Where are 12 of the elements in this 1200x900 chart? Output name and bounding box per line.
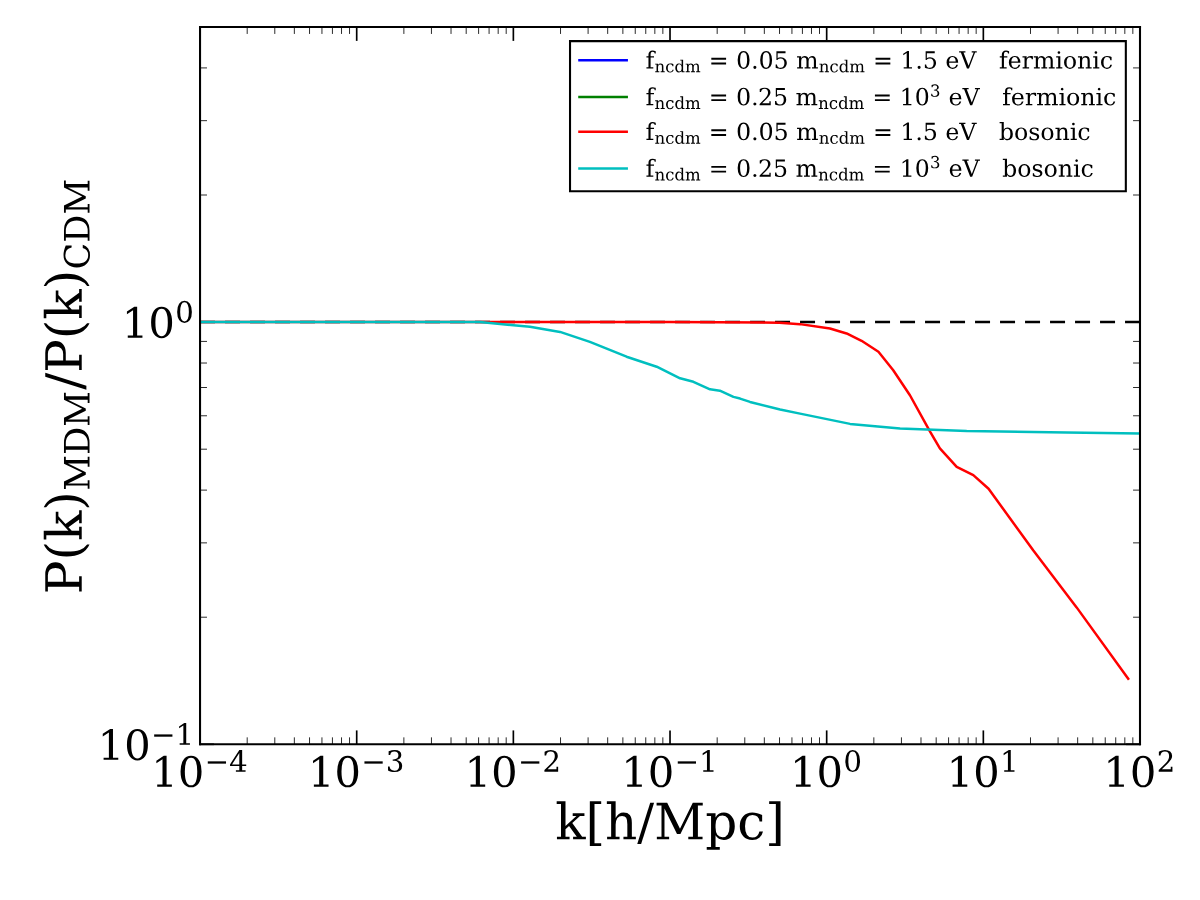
y-axis-title: P(k)$_{MDM}$/P(k)$_{CDM}$ xyxy=(43,180,90,592)
x-tick-label: 10$^{−1}$ xyxy=(626,749,714,788)
legend-label: f$_{ncdm}$ = 0.05 m$_{ncdm}$ = 1.5 eV bosonic xyxy=(646,122,1090,144)
x-tick-label: 10$^{−2}$ xyxy=(469,749,559,788)
x-tick-label: 10$^{1}$ xyxy=(951,749,1015,788)
x-tick-label: 10$^{2}$ xyxy=(1108,749,1173,788)
legend-label: f$_{ncdm}$ = 0.25 m$_{ncdm}$ = 10$^{3}$ eV fermionic xyxy=(646,84,1116,110)
legend-label: f$_{ncdm}$ = 0.05 m$_{ncdm}$ = 1.5 eV fermionic xyxy=(646,50,1112,73)
x-tick-label: 10$^{0}$ xyxy=(795,749,861,788)
legend-label: f$_{ncdm}$ = 0.25 m$_{ncdm}$ = 10$^{3}$ eV bosonic xyxy=(646,155,1093,181)
x-axis-title: k[h/Mpc] xyxy=(556,801,781,850)
x-tick-label: 10$^{−3}$ xyxy=(313,749,403,788)
